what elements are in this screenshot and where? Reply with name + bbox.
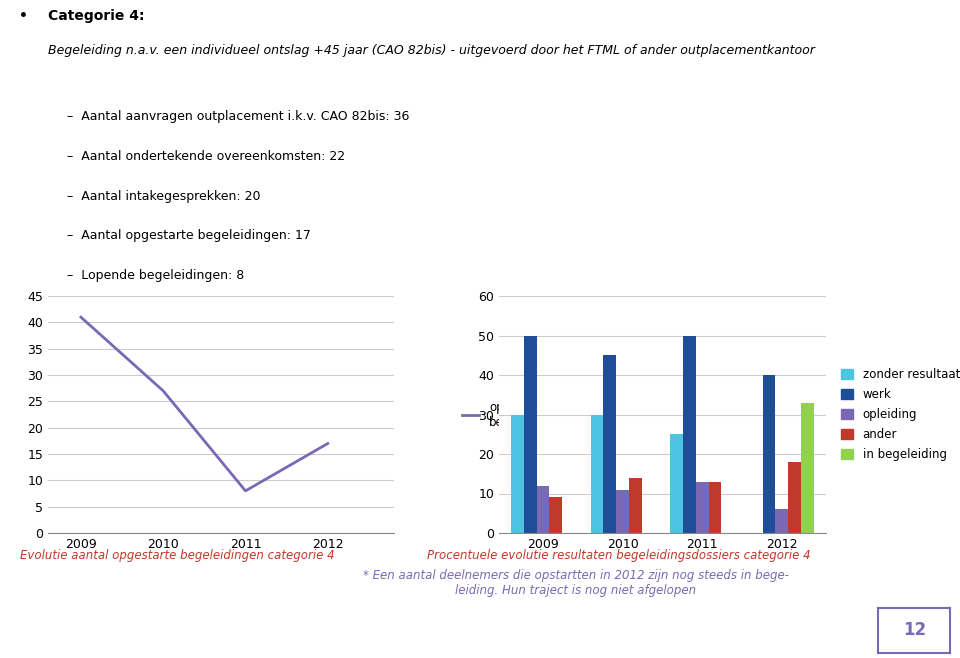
Bar bbox=[801, 403, 814, 533]
Text: 12: 12 bbox=[902, 621, 926, 640]
Text: Evolutie aantal opgestarte begeleidingen categorie 4: Evolutie aantal opgestarte begeleidingen… bbox=[20, 549, 335, 563]
Text: –  Aantal opgestarte begeleidingen: 17: – Aantal opgestarte begeleidingen: 17 bbox=[67, 230, 311, 243]
Bar bbox=[511, 415, 524, 533]
Text: –  Aantal ondertekende overeenkomsten: 22: – Aantal ondertekende overeenkomsten: 22 bbox=[67, 149, 346, 163]
Bar bbox=[549, 497, 563, 533]
Bar bbox=[776, 509, 788, 533]
Bar bbox=[590, 415, 604, 533]
Text: Categorie 4:: Categorie 4: bbox=[48, 9, 145, 23]
Text: Procentuele evolutie resultaten begeleidingsdossiers categorie 4: Procentuele evolutie resultaten begeleid… bbox=[427, 549, 811, 563]
Bar bbox=[604, 355, 616, 533]
Bar bbox=[537, 486, 549, 533]
Text: –  Aantal intakegesprekken: 20: – Aantal intakegesprekken: 20 bbox=[67, 190, 261, 203]
Text: •: • bbox=[19, 9, 28, 23]
Text: * Een aantal deelnemers die opstartten in 2012 zijn nog steeds in bege-
leiding.: * Een aantal deelnemers die opstartten i… bbox=[363, 569, 789, 597]
Legend: zonder resultaat, werk, opleiding, ander, in begeleiding: zonder resultaat, werk, opleiding, ander… bbox=[841, 368, 960, 461]
Bar bbox=[616, 490, 629, 533]
Legend: opgestarte
begeleidingen: opgestarte begeleidingen bbox=[457, 396, 578, 433]
Bar bbox=[762, 375, 776, 533]
Bar bbox=[788, 462, 801, 533]
Text: –  Lopende begeleidingen: 8: – Lopende begeleidingen: 8 bbox=[67, 270, 245, 282]
Bar bbox=[670, 434, 684, 533]
Text: Begeleiding n.a.v. een individueel ontslag +45 jaar (CAO 82bis) - uitgevoerd doo: Begeleiding n.a.v. een individueel ontsl… bbox=[48, 44, 815, 57]
Text: –  Aantal aanvragen outplacement i.k.v. CAO 82bis: 36: – Aantal aanvragen outplacement i.k.v. C… bbox=[67, 109, 410, 122]
Bar bbox=[684, 336, 696, 533]
Bar bbox=[696, 482, 708, 533]
Bar bbox=[524, 336, 537, 533]
Bar bbox=[629, 478, 641, 533]
Bar bbox=[708, 482, 721, 533]
